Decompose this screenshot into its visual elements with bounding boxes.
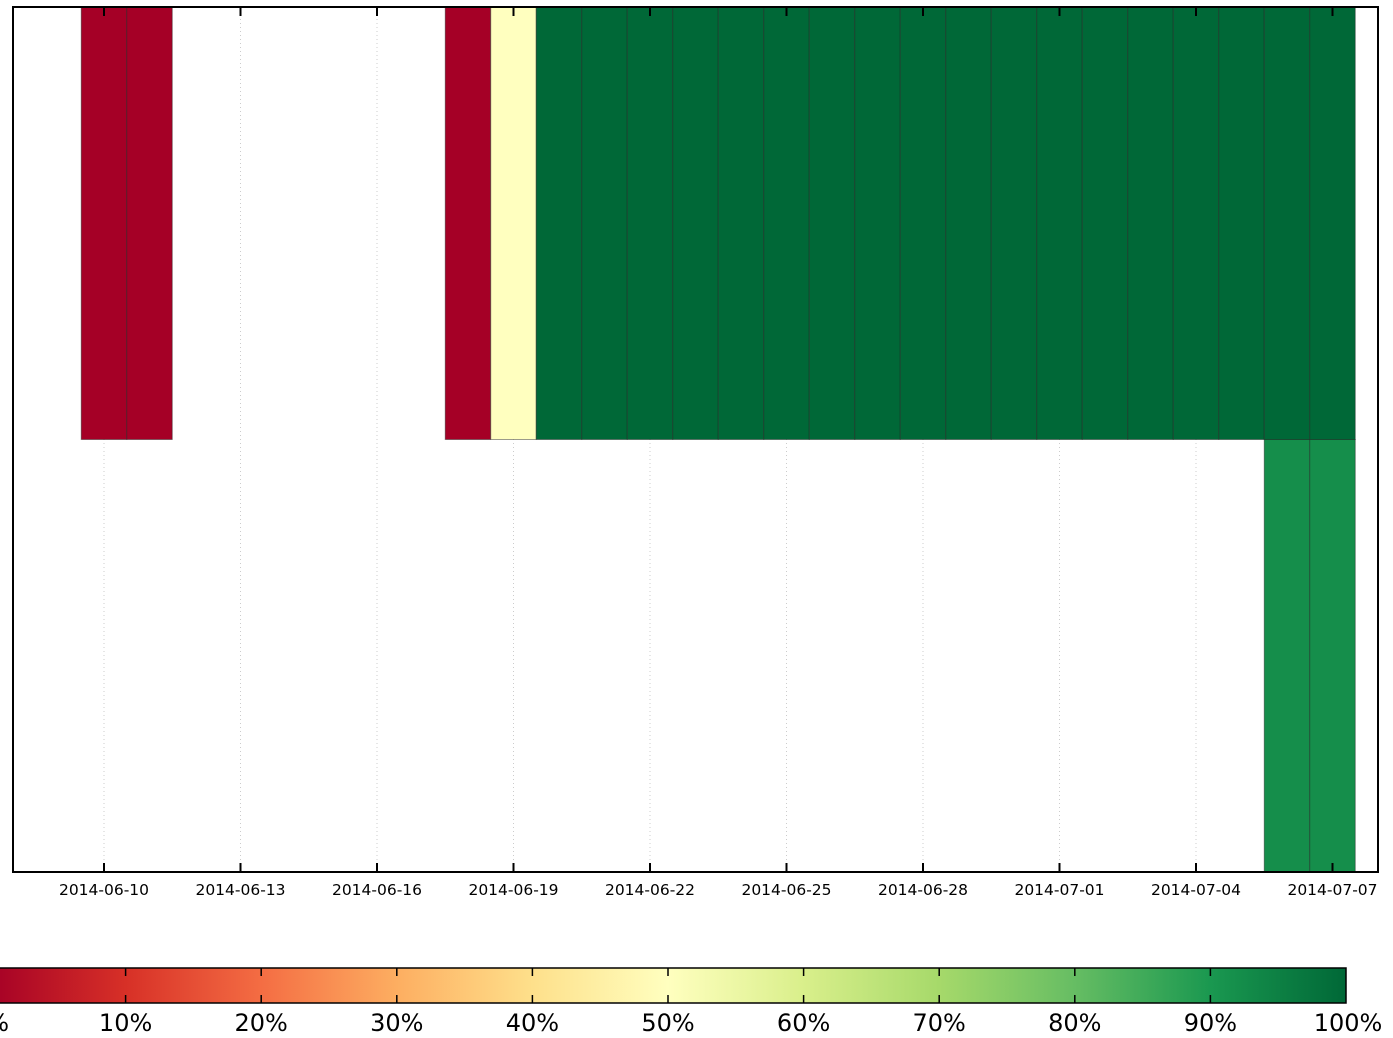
x-tick-label: 2014-06-22 <box>605 881 695 899</box>
heatmap-cell <box>717 7 765 440</box>
x-tick-label: 2014-06-19 <box>468 881 558 899</box>
heatmap-cell <box>1309 439 1356 872</box>
x-tick-label: 2014-06-28 <box>878 881 968 899</box>
heatmap-cell <box>899 7 947 440</box>
colorbar-ticks: 0% 10% 20% 30% 40% 50% 60% 70% 80% 90% 100% <box>0 968 1382 1037</box>
x-tick-label: 2014-07-07 <box>1287 881 1377 899</box>
x-tick-label: 2014-06-10 <box>59 881 149 899</box>
colorbar-tick-label: 20% <box>235 1009 288 1037</box>
colorbar-tick-label: 50% <box>641 1009 694 1037</box>
colorbar-tick-label: 90% <box>1184 1009 1237 1037</box>
heatmap-cell <box>1309 7 1356 440</box>
heatmap-cell <box>945 7 992 440</box>
heatmap-cell <box>1081 7 1129 440</box>
x-tick-label: 2014-07-04 <box>1151 881 1241 899</box>
heatmap-cell <box>80 7 128 440</box>
colorbar-tick-label: 60% <box>777 1009 830 1037</box>
colorbar-tick-label: 80% <box>1048 1009 1101 1037</box>
x-tick-label: 2014-07-01 <box>1014 881 1104 899</box>
heatmap-cell <box>1036 7 1083 440</box>
x-tick-label: 2014-06-16 <box>332 881 422 899</box>
heatmap-cell <box>126 7 173 440</box>
heatmap-cell <box>854 7 901 440</box>
heatmap-cell <box>990 7 1038 440</box>
heatmap-cells <box>80 7 1356 872</box>
heatmap-cell <box>1263 7 1311 440</box>
heatmap-cell <box>808 7 856 440</box>
heatmap-cell <box>626 7 674 440</box>
colorbar-gradient <box>0 967 1347 1004</box>
colorbar-tick-label: 30% <box>370 1009 423 1037</box>
x-tick-label: 2014-06-13 <box>195 881 285 899</box>
colorbar-tick-label: 100% <box>1314 1009 1383 1037</box>
heatmap-cell <box>1263 439 1311 872</box>
heatmap-cell <box>1218 7 1265 440</box>
colorbar-tick-label: 0% <box>0 1009 9 1037</box>
colorbar-tick-label: 40% <box>506 1009 559 1037</box>
colorbar-tick-label: 70% <box>913 1009 966 1037</box>
heatmap-cell <box>490 7 537 440</box>
heatmap-cell <box>581 7 628 440</box>
heatmap-cell <box>444 7 492 440</box>
colorbar-tick-label: 10% <box>99 1009 152 1037</box>
heatmap-cell <box>672 7 719 440</box>
x-axis-ticks: 2014-06-10 2014-06-13 2014-06-16 2014-06-19… <box>59 7 1378 899</box>
x-tick-label: 2014-06-25 <box>741 881 831 899</box>
plot-frame <box>12 6 1379 873</box>
heatmap-cell <box>763 7 810 440</box>
heatmap-cell <box>1127 7 1174 440</box>
colorbar: 0% 10% 20% 30% 40% 50% 60% 70% 80% 90% 100% <box>0 967 1382 1037</box>
heatmap-cell <box>535 7 583 440</box>
heatmap-cell <box>1172 7 1220 440</box>
